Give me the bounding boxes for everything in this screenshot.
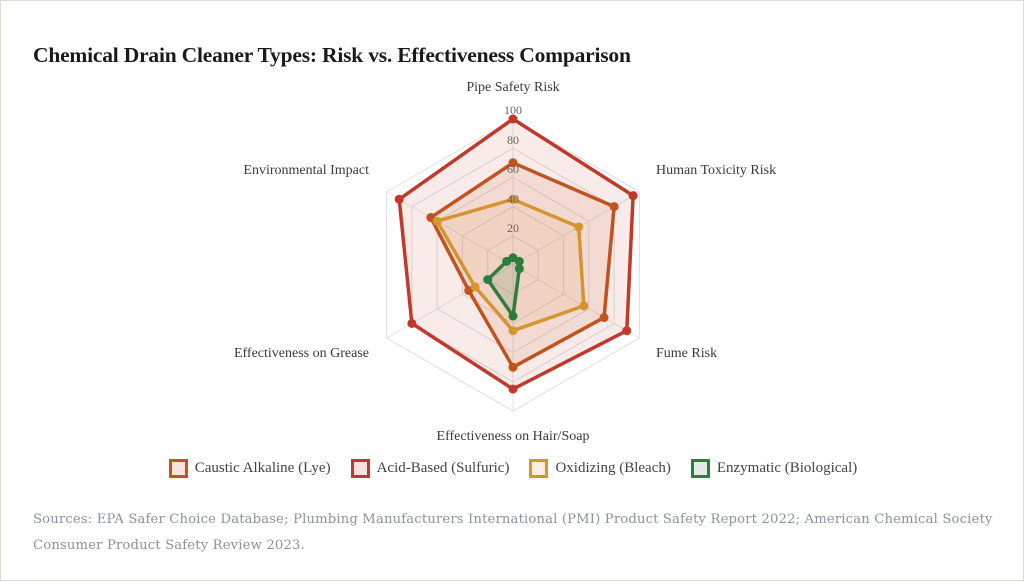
legend-swatch-enzymatic — [690, 459, 710, 478]
legend-item-acid[interactable]: Acid-Based (Sulfuric) — [350, 459, 510, 478]
radar-tick-labels: 100 80 60 40 20 — [504, 103, 522, 235]
data-point[interactable] — [508, 326, 518, 336]
tick-20: 20 — [507, 221, 519, 235]
data-point[interactable] — [508, 194, 518, 204]
data-point[interactable] — [508, 311, 518, 321]
axis-label-hair-soap: Effectiveness on Hair/Soap — [437, 429, 590, 444]
data-point[interactable] — [599, 313, 609, 323]
tick-80: 80 — [507, 133, 519, 147]
data-point[interactable] — [394, 194, 404, 204]
chart-legend: Caustic Alkaline (Lye) Acid-Based (Sulfu… — [1, 459, 1024, 478]
legend-swatch-caustic — [168, 459, 188, 478]
legend-swatch-oxidizing — [529, 459, 549, 478]
data-point[interactable] — [574, 222, 584, 232]
legend-swatch-acid — [350, 459, 370, 478]
legend-item-oxidizing[interactable]: Oxidizing (Bleach) — [529, 459, 671, 478]
series-oxidizing-bleach[interactable] — [432, 194, 589, 336]
radar-grid — [386, 118, 640, 412]
data-point[interactable] — [514, 256, 524, 266]
data-point[interactable] — [508, 158, 518, 168]
legend-item-enzymatic[interactable]: Enzymatic (Biological) — [690, 459, 858, 478]
radar-series — [394, 114, 638, 394]
data-point[interactable] — [508, 114, 518, 124]
axis-label-fume-risk: Fume Risk — [656, 346, 717, 361]
grid-spoke — [512, 264, 640, 339]
data-point[interactable] — [609, 202, 619, 212]
legend-item-caustic[interactable]: Caustic Alkaline (Lye) — [168, 459, 331, 478]
data-point[interactable] — [628, 191, 638, 201]
axis-label-grease: Effectiveness on Grease — [234, 346, 369, 361]
data-point[interactable] — [579, 301, 589, 311]
data-point[interactable] — [432, 216, 442, 226]
data-point[interactable] — [514, 264, 524, 274]
data-point[interactable] — [483, 275, 493, 285]
axis-labels: Pipe Safety Risk Human Toxicity Risk Fum… — [234, 80, 776, 444]
data-point[interactable] — [508, 362, 518, 372]
series-acid-based-sulfuric[interactable] — [394, 114, 638, 394]
data-point[interactable] — [502, 256, 512, 266]
series-enzymatic-biological[interactable] — [483, 253, 524, 321]
series-caustic-alkaline-lye[interactable] — [426, 158, 619, 372]
data-point[interactable] — [470, 282, 480, 292]
chart-title: Chemical Drain Cleaner Types: Risk vs. E… — [33, 43, 631, 67]
data-point[interactable] — [407, 318, 417, 328]
axis-label-human-toxicity: Human Toxicity Risk — [656, 163, 776, 178]
tick-40: 40 — [507, 192, 519, 206]
axis-label-environmental: Environmental Impact — [243, 163, 369, 178]
legend-label: Caustic Alkaline (Lye) — [194, 460, 331, 476]
legend-label: Oxidizing (Bleach) — [555, 460, 671, 476]
grid-spoke — [386, 191, 514, 266]
axis-label-pipe-safety: Pipe Safety Risk — [466, 80, 559, 95]
tick-60: 60 — [507, 162, 519, 176]
legend-label: Enzymatic (Biological) — [716, 460, 858, 476]
tick-100: 100 — [504, 103, 522, 117]
data-point[interactable] — [508, 384, 518, 394]
data-point[interactable] — [622, 326, 632, 336]
sources-note: Sources: EPA Safer Choice Database; Plum… — [33, 512, 993, 553]
legend-label: Acid-Based (Sulfuric) — [376, 460, 510, 476]
